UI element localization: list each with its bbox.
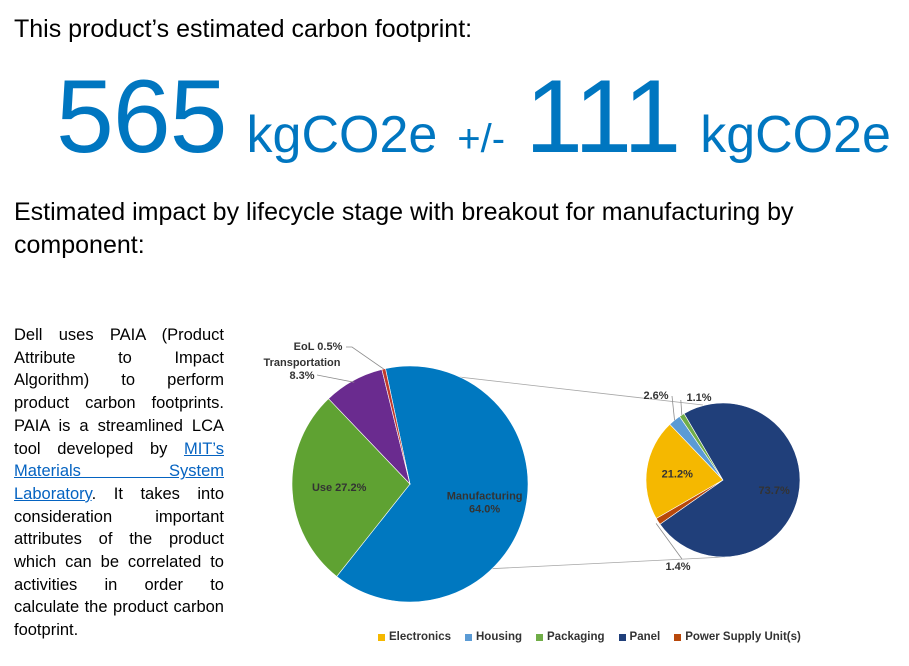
lifecycle-stage-pie [291, 365, 529, 603]
leader-power-supply [655, 523, 683, 560]
legend-item-packaging: Packaging [536, 631, 605, 643]
uncertainty-value: 111 [525, 59, 681, 175]
legend-swatch [378, 633, 385, 641]
pie-slice-power-supply-unit-s [655, 479, 724, 525]
page-title: This product’s estimated carbon footprin… [14, 15, 473, 43]
legend-label: Power Supply Unit(s) [685, 631, 801, 643]
legend-item-panel: Panel [618, 631, 661, 643]
label-electronics: 21.2% [662, 468, 693, 480]
carbon-footprint-value: 565 kgCO2e +/- 111 kgCO2e [56, 62, 891, 194]
plus-minus-sign: +/- [457, 117, 506, 161]
legend-label: Panel [629, 631, 661, 643]
footprint-value: 565 [56, 59, 228, 175]
component-legend: Electronics Housing Packaging Panel Power Su… [378, 631, 801, 643]
legend-swatch [674, 633, 682, 641]
label-use: Use 27.2% [312, 482, 367, 494]
pie-slice-manufacturing [336, 365, 529, 603]
label-panel: 73.7% [759, 485, 790, 497]
label-housing: 2.6% [643, 390, 668, 402]
pie-slice-use [291, 398, 411, 577]
lifecycle-subheading: Estimated impact by lifecycle stage with… [14, 198, 794, 259]
legend-swatch [536, 633, 543, 641]
pie-slice-electronics [645, 423, 724, 519]
label-transportation-name: Transportation [263, 357, 340, 369]
leader-transportation [316, 374, 355, 383]
footprint-unit: kgCO2e [246, 106, 438, 164]
legend-swatch [618, 633, 626, 641]
description-text-after: . It takes into consideration important … [14, 484, 224, 640]
pie-slice-panel [659, 402, 801, 558]
uncertainty-unit: kgCO2e [700, 106, 891, 164]
label-manufacturing-value: 64.0% [469, 504, 500, 516]
label-eol: EoL 0.5% [294, 341, 343, 353]
paia-description: Dell uses PAIA (Product Attribute to Imp… [14, 324, 224, 642]
legend-label: Packaging [547, 631, 605, 643]
legend-label: Housing [476, 631, 522, 643]
legend-label: Electronics [389, 631, 451, 643]
leader-packaging [680, 399, 683, 415]
leader-eol [346, 346, 384, 370]
manufacturing-component-pie [645, 402, 801, 558]
leader-housing [671, 395, 675, 421]
description-text-before: Dell uses PAIA (Product Attribute to Imp… [14, 326, 224, 458]
legend-item-housing: Housing [465, 631, 522, 643]
legend-swatch [465, 633, 472, 641]
label-transportation-value: 8.3% [289, 370, 314, 382]
label-power-supply: 1.4% [665, 561, 690, 573]
label-packaging: 1.1% [686, 392, 711, 404]
legend-item-electronics: Electronics [378, 631, 451, 643]
mit-lab-link[interactable]: MIT’s Materials System Laboratory [14, 439, 224, 503]
legend-item-power-supply-unit-s: Power Supply Unit(s) [674, 631, 801, 643]
label-manufacturing-name: Manufacturing [447, 491, 523, 503]
